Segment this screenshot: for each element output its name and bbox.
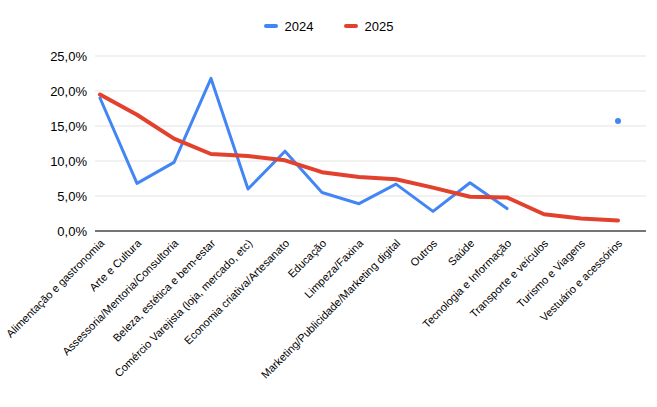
series-2024-point — [615, 118, 621, 124]
y-tick-label: 15,0% — [50, 119, 87, 134]
x-category-label: Marketing/Publicidade/Marketing digital — [259, 237, 403, 381]
legend-swatch-2024-icon — [264, 24, 278, 28]
chart-legend: 2024 2025 — [0, 17, 657, 35]
legend-label-2024: 2024 — [285, 20, 314, 33]
y-tick-label: 20,0% — [50, 84, 87, 99]
legend-swatch-2025-icon — [344, 24, 358, 28]
x-category-label: Turismo e Viagens — [515, 237, 588, 310]
x-category-label: Outros — [408, 237, 440, 269]
line-chart-widget: 2024 2025 0,0%5,0%10,0%15,0%20,0%25,0%Al… — [0, 0, 657, 407]
legend-item-2025[interactable]: 2025 — [344, 20, 394, 33]
y-tick-label: 25,0% — [50, 49, 87, 64]
x-category-label: Comércio Varejista (loja, mercado, etc) — [112, 237, 254, 379]
legend-label-2025: 2025 — [365, 20, 394, 33]
y-tick-label: 0,0% — [57, 224, 87, 239]
y-tick-label: 5,0% — [57, 189, 87, 204]
chart-plot-area: 0,0%5,0%10,0%15,0%20,0%25,0%Alimentação … — [0, 0, 657, 407]
x-category-label: Saúde — [445, 237, 476, 268]
y-tick-label: 10,0% — [50, 154, 87, 169]
legend-item-2024[interactable]: 2024 — [264, 20, 314, 33]
